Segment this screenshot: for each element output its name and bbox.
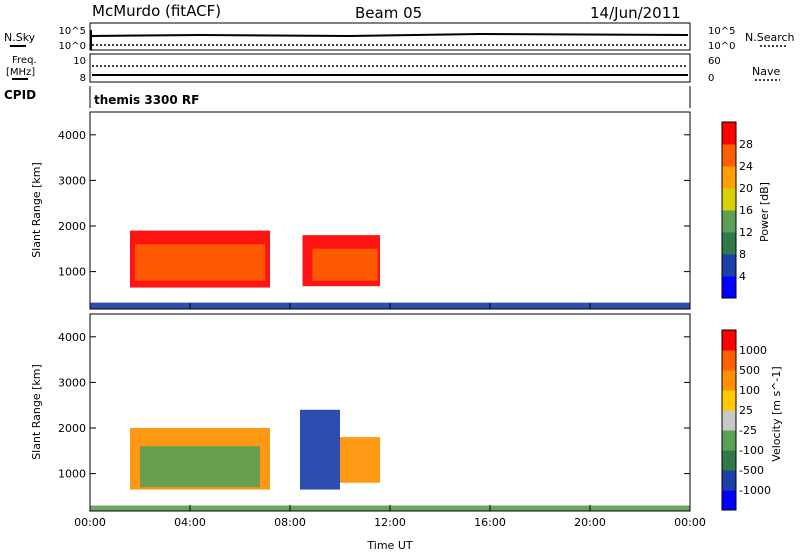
power-colorbar-segment bbox=[722, 232, 736, 255]
power-colorbar-segment bbox=[722, 166, 736, 189]
velocity-colorbar-segment bbox=[722, 390, 736, 411]
velocity-colorbar-segment bbox=[722, 470, 736, 491]
ytick-label: 1000 bbox=[58, 468, 86, 481]
noise-right-top: 10^5 bbox=[708, 26, 735, 37]
xtick-label: 12:00 bbox=[374, 516, 406, 529]
colorbar-tick-label: 24 bbox=[739, 160, 753, 173]
colorbar-tick-label: 500 bbox=[739, 364, 760, 377]
power-colorbar-label: Power [dB] bbox=[758, 182, 771, 242]
noise-panel: N.Sky N.Search 10^5 10^0 10^5 10^0 bbox=[4, 22, 795, 52]
colorbar-tick-label: -25 bbox=[739, 424, 757, 437]
ytick-label: 1000 bbox=[58, 266, 86, 279]
colorbar-tick-label: 4 bbox=[739, 270, 746, 283]
colorbar-tick-label: 12 bbox=[739, 226, 753, 239]
velocity-colorbar-segment bbox=[722, 450, 736, 471]
power-panel: Slant Range [km] 4000 3000 2000 1000 28 24 20… bbox=[30, 111, 771, 310]
ytick-label: 3000 bbox=[58, 376, 86, 389]
velocity-colorbar-segment bbox=[722, 410, 736, 431]
freq-right-bottom: 0 bbox=[708, 73, 714, 84]
date-title: 14/Jun/2011 bbox=[590, 4, 681, 22]
colorbar-tick-label: -500 bbox=[739, 464, 764, 477]
noise-right-bottom: 10^0 bbox=[708, 41, 735, 52]
freq-right-top: 60 bbox=[708, 56, 721, 67]
cpid-value: themis 3300 RF bbox=[94, 93, 199, 107]
velocity-region bbox=[300, 409, 340, 490]
velocity-ylabel: Slant Range [km] bbox=[30, 364, 43, 460]
ytick-label: 3000 bbox=[58, 174, 86, 187]
xtick-label: 00:00 bbox=[74, 516, 106, 529]
velocity-colorbar-segment bbox=[722, 370, 736, 391]
xtick-label: 04:00 bbox=[174, 516, 206, 529]
xtick-label: 08:00 bbox=[274, 516, 306, 529]
colorbar-tick-label: 8 bbox=[739, 248, 746, 261]
noise-left-bottom: 10^0 bbox=[59, 41, 86, 52]
ytick-label: 4000 bbox=[58, 129, 86, 142]
power-colorbar-segment bbox=[722, 210, 736, 233]
velocity-colorbar-segment bbox=[722, 490, 736, 511]
xtick-label: 20:00 bbox=[574, 516, 606, 529]
freq-panel: Freq. [MHz] Nave 10 8 60 0 bbox=[6, 53, 780, 84]
colorbar-tick-label: -1000 bbox=[739, 484, 771, 497]
power-yticks: 4000 3000 2000 1000 bbox=[58, 129, 690, 279]
power-colorbar: 28 24 20 16 12 8 4 bbox=[721, 121, 753, 299]
colorbar-tick-label: 28 bbox=[739, 138, 753, 151]
cpid-row: CPID themis 3300 RF bbox=[4, 86, 691, 108]
freq-left-top: 10 bbox=[73, 56, 86, 67]
power-colorbar-segment bbox=[722, 122, 736, 145]
colorbar-tick-label: 100 bbox=[739, 384, 760, 397]
power-region bbox=[135, 244, 265, 281]
velocity-heatmap bbox=[89, 409, 691, 511]
ytick-label: 2000 bbox=[58, 422, 86, 435]
ytick-label: 4000 bbox=[58, 331, 86, 344]
velocity-colorbar-segment bbox=[722, 350, 736, 371]
power-heatmap bbox=[89, 230, 691, 309]
xtick-label: 16:00 bbox=[474, 516, 506, 529]
nsearch-label: N.Search bbox=[745, 31, 795, 44]
freq-label: Freq. bbox=[12, 55, 37, 66]
velocity-region bbox=[340, 437, 380, 483]
velocity-xticks: 00:00 04:00 08:00 12:00 16:00 20:00 00:00 bbox=[74, 516, 706, 529]
station-title: McMurdo (fitACF) bbox=[92, 2, 221, 20]
xtick-label: 00:00 bbox=[674, 516, 706, 529]
beam-title: Beam 05 bbox=[355, 4, 422, 22]
colorbar-tick-label: 16 bbox=[739, 204, 753, 217]
colorbar-tick-label: -100 bbox=[739, 444, 764, 457]
velocity-colorbar: 1000 500 100 25 -25 -100 -500 -1000 bbox=[721, 329, 771, 511]
velocity-region bbox=[140, 446, 260, 488]
power-ylabel: Slant Range [km] bbox=[30, 162, 43, 258]
cpid-label: CPID bbox=[4, 88, 36, 102]
velocity-colorbar-segment bbox=[722, 430, 736, 451]
colorbar-tick-label: 20 bbox=[739, 182, 753, 195]
power-colorbar-frame bbox=[721, 121, 737, 299]
freq-left-bottom: 8 bbox=[80, 73, 86, 84]
velocity-colorbar-frame bbox=[721, 329, 737, 511]
ytick-label: 2000 bbox=[58, 220, 86, 233]
power-colorbar-segment bbox=[722, 276, 736, 299]
velocity-colorbar-label: Velocity [m s^-1] bbox=[770, 366, 783, 461]
power-colorbar-segment bbox=[722, 188, 736, 211]
colorbar-tick-label: 25 bbox=[739, 404, 753, 417]
velocity-xlabel: Time UT bbox=[366, 539, 412, 552]
nave-label: Nave bbox=[752, 65, 780, 78]
power-region bbox=[312, 248, 378, 281]
power-colorbar-segment bbox=[722, 254, 736, 277]
freq-unit: [MHz] bbox=[6, 67, 35, 78]
nsky-label: N.Sky bbox=[4, 31, 36, 44]
power-colorbar-segment bbox=[722, 144, 736, 167]
velocity-colorbar-segment bbox=[722, 330, 736, 351]
noise-left-top: 10^5 bbox=[59, 26, 86, 37]
colorbar-tick-label: 1000 bbox=[739, 344, 767, 357]
velocity-yticks: 4000 3000 2000 1000 bbox=[58, 331, 690, 481]
